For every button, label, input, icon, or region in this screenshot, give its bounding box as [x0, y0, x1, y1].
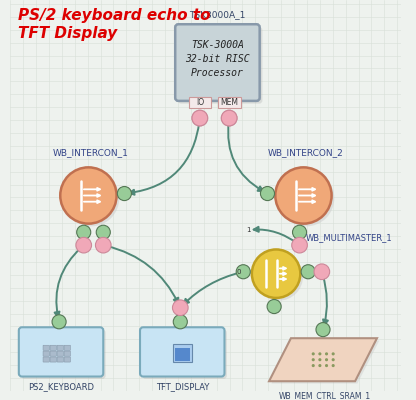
- Text: WB_INTERCON_2: WB_INTERCON_2: [267, 148, 343, 158]
- FancyBboxPatch shape: [175, 24, 260, 101]
- FancyBboxPatch shape: [57, 351, 63, 356]
- FancyBboxPatch shape: [173, 344, 192, 362]
- FancyBboxPatch shape: [43, 357, 50, 362]
- Text: IO: IO: [196, 98, 204, 107]
- Circle shape: [312, 358, 315, 361]
- FancyBboxPatch shape: [178, 27, 262, 104]
- Circle shape: [192, 110, 208, 126]
- Text: WB_MULTIMASTER_1: WB_MULTIMASTER_1: [306, 234, 393, 242]
- FancyBboxPatch shape: [43, 351, 50, 356]
- FancyBboxPatch shape: [188, 97, 211, 108]
- Circle shape: [292, 225, 307, 239]
- Circle shape: [292, 237, 307, 253]
- Circle shape: [173, 315, 187, 329]
- Circle shape: [173, 300, 188, 316]
- Circle shape: [236, 265, 250, 279]
- FancyBboxPatch shape: [57, 357, 63, 362]
- Text: PS2_KEYBOARD: PS2_KEYBOARD: [28, 382, 94, 391]
- Circle shape: [192, 110, 208, 126]
- FancyBboxPatch shape: [142, 330, 227, 379]
- Circle shape: [312, 352, 315, 356]
- Circle shape: [275, 167, 332, 224]
- Circle shape: [325, 352, 328, 356]
- FancyBboxPatch shape: [19, 327, 103, 376]
- FancyBboxPatch shape: [64, 351, 70, 356]
- Circle shape: [260, 186, 275, 200]
- FancyBboxPatch shape: [64, 345, 70, 350]
- FancyBboxPatch shape: [57, 345, 63, 350]
- Circle shape: [76, 237, 92, 253]
- Circle shape: [325, 358, 328, 361]
- Text: MEM: MEM: [220, 98, 238, 107]
- FancyBboxPatch shape: [43, 345, 50, 350]
- Circle shape: [60, 167, 116, 224]
- Circle shape: [332, 364, 335, 367]
- Text: TSK-3000A
32-bit RISC
Processor: TSK-3000A 32-bit RISC Processor: [185, 40, 250, 78]
- FancyBboxPatch shape: [64, 357, 70, 362]
- Text: TFT_DISPLAY: TFT_DISPLAY: [156, 382, 209, 391]
- Circle shape: [267, 300, 281, 314]
- Text: 1: 1: [246, 227, 251, 233]
- Text: PS/2 keyboard echo to
TFT Display: PS/2 keyboard echo to TFT Display: [18, 8, 210, 42]
- FancyBboxPatch shape: [140, 327, 225, 376]
- Circle shape: [252, 250, 300, 298]
- FancyBboxPatch shape: [218, 97, 240, 108]
- Circle shape: [63, 170, 119, 226]
- Circle shape: [325, 364, 328, 367]
- Circle shape: [77, 225, 91, 239]
- Circle shape: [312, 364, 315, 367]
- Circle shape: [278, 170, 334, 226]
- Circle shape: [332, 358, 335, 361]
- Circle shape: [255, 252, 303, 301]
- FancyBboxPatch shape: [50, 357, 56, 362]
- Circle shape: [117, 186, 131, 200]
- Circle shape: [95, 237, 111, 253]
- Circle shape: [316, 322, 330, 337]
- FancyBboxPatch shape: [50, 351, 56, 356]
- Polygon shape: [269, 338, 377, 381]
- Text: TSK3000A_1: TSK3000A_1: [189, 10, 245, 19]
- Text: 0: 0: [236, 269, 241, 275]
- FancyBboxPatch shape: [175, 348, 190, 360]
- Circle shape: [332, 352, 335, 356]
- FancyBboxPatch shape: [21, 330, 106, 379]
- Polygon shape: [271, 340, 379, 384]
- Circle shape: [318, 352, 322, 356]
- Circle shape: [318, 358, 322, 361]
- FancyBboxPatch shape: [50, 345, 56, 350]
- Circle shape: [221, 110, 237, 126]
- Circle shape: [318, 364, 322, 367]
- Text: WB_INTERCON_1: WB_INTERCON_1: [52, 148, 128, 158]
- Circle shape: [314, 264, 329, 280]
- Circle shape: [221, 110, 237, 126]
- Circle shape: [52, 315, 66, 329]
- Text: WB_MEM_CTRL_SRAM_1: WB_MEM_CTRL_SRAM_1: [279, 391, 371, 400]
- Circle shape: [301, 265, 315, 279]
- Circle shape: [96, 225, 110, 239]
